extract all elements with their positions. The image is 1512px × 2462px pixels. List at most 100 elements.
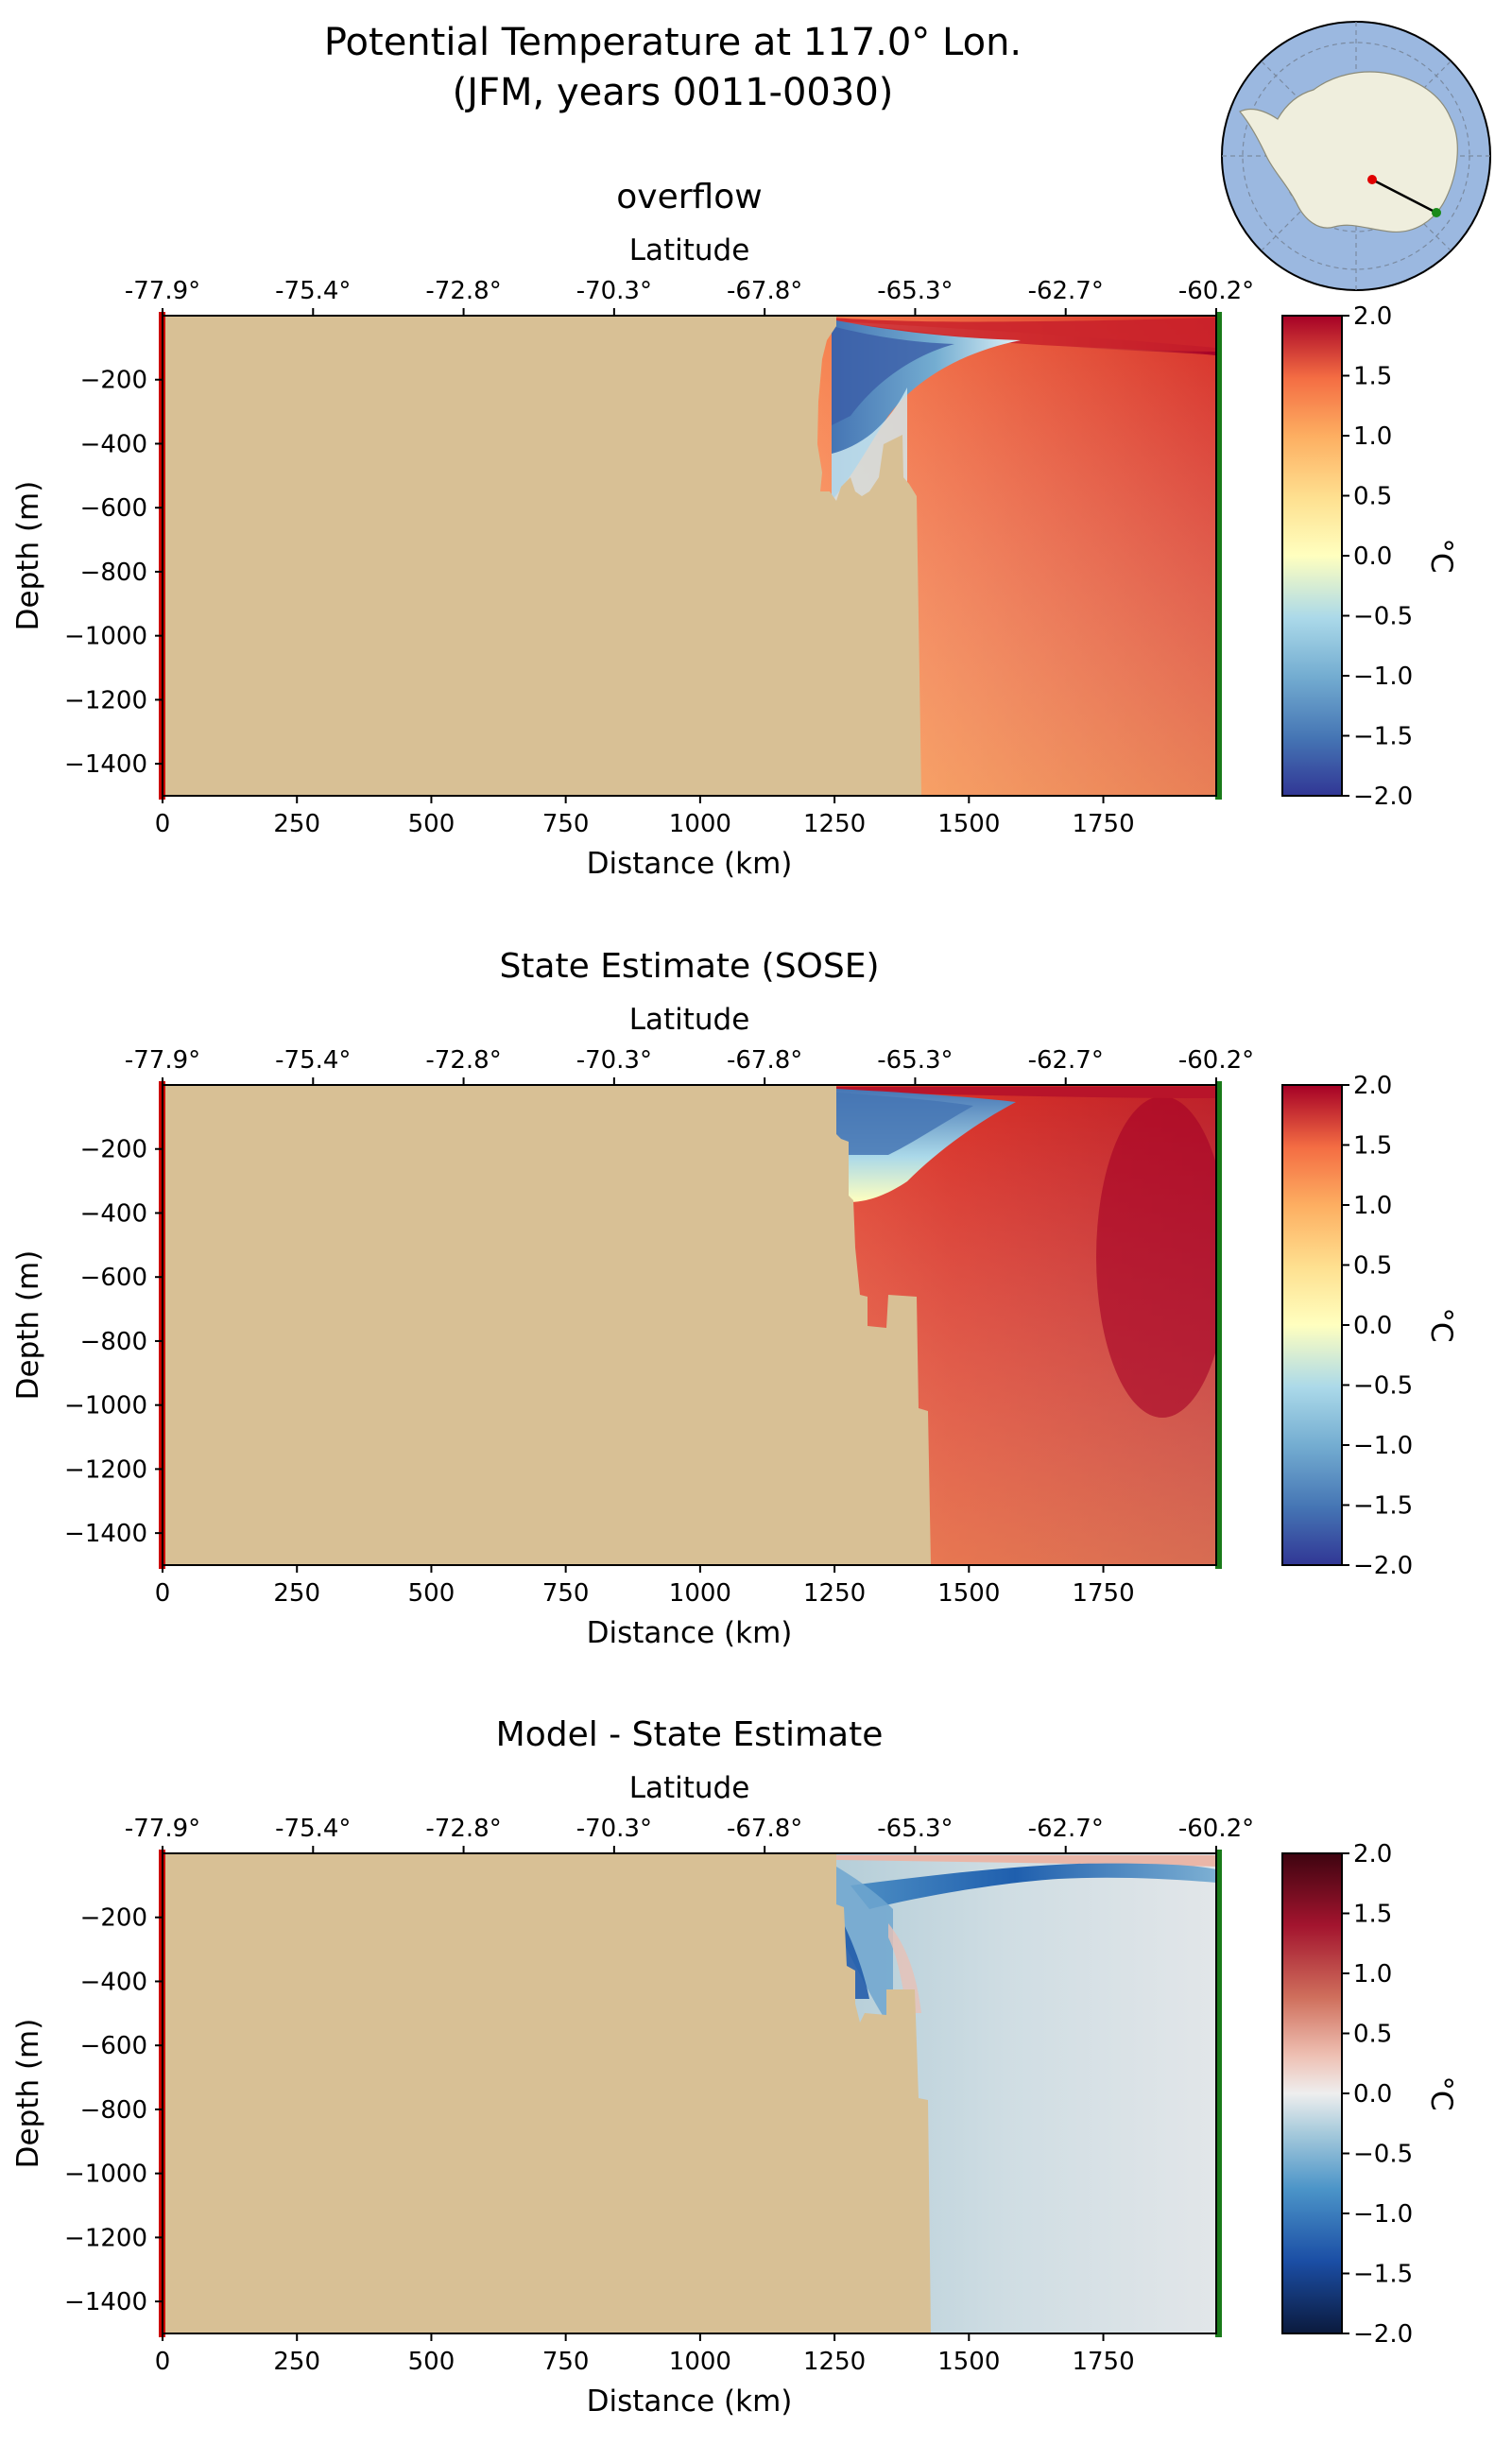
x-axis-label: Distance (km) bbox=[587, 1616, 793, 1650]
panel-1-frame bbox=[162, 315, 1217, 797]
panel-2-colorbar bbox=[1281, 1084, 1343, 1566]
y-tick-label: −800 bbox=[80, 2096, 147, 2125]
lat-tick-label: -62.7° bbox=[1028, 277, 1104, 305]
colorbar-tick-label: 0.0 bbox=[1353, 542, 1392, 571]
top-axis-label: Latitude bbox=[629, 233, 750, 267]
figure-title-line1: Potential Temperature at 117.0° Lon. bbox=[324, 21, 1022, 64]
panel-2-land bbox=[163, 1085, 931, 1565]
x-tick-label: 250 bbox=[273, 1579, 320, 1608]
map-section-line bbox=[1371, 178, 1437, 215]
y-tick-label: −600 bbox=[80, 494, 147, 523]
colorbar-tick-label: 2.0 bbox=[1353, 1840, 1392, 1868]
y-tick-label: −1000 bbox=[64, 1392, 147, 1420]
panel-title: overflow bbox=[616, 178, 762, 216]
x-tick-label: 0 bbox=[155, 2348, 171, 2376]
x-tick-label: 1500 bbox=[937, 1579, 1000, 1608]
y-tick-label: −200 bbox=[80, 1136, 147, 1164]
x-tick-label: 750 bbox=[542, 810, 590, 838]
colorbar-tick-label: 0.0 bbox=[1353, 1312, 1392, 1340]
x-axis-label: Distance (km) bbox=[587, 847, 793, 881]
lat-tick-label: -75.4° bbox=[275, 277, 351, 305]
lat-tick-label: -70.3° bbox=[576, 277, 652, 305]
colorbar-tick-label: −0.5 bbox=[1353, 2141, 1413, 2169]
y-tick-label: −400 bbox=[80, 1968, 147, 1996]
y-tick-label: −600 bbox=[80, 1264, 147, 1292]
lat-tick-label: -62.7° bbox=[1028, 1815, 1104, 1843]
colorbar-tick-label: 1.5 bbox=[1353, 1132, 1392, 1161]
y-tick-label: −600 bbox=[80, 2032, 147, 2060]
lat-tick-label: -60.2° bbox=[1178, 1815, 1254, 1843]
y-tick-label: −1400 bbox=[64, 1520, 147, 1548]
x-tick-label: 250 bbox=[273, 810, 320, 838]
map-end-marker bbox=[1432, 208, 1441, 217]
y-axis-label: Depth (m) bbox=[11, 2019, 45, 2169]
colorbar-tick-label: 2.0 bbox=[1353, 1072, 1392, 1100]
y-tick-label: −1000 bbox=[64, 2161, 147, 2189]
x-tick-label: 0 bbox=[155, 810, 171, 838]
colorbar-tick-label: 0.5 bbox=[1353, 2021, 1392, 2049]
x-tick-label: 1250 bbox=[803, 1579, 866, 1608]
x-tick-label: 1000 bbox=[669, 810, 731, 838]
colorbar-tick-label: −1.5 bbox=[1353, 2261, 1413, 2289]
colorbar-label: °C bbox=[1424, 1307, 1458, 1342]
y-tick-label: −800 bbox=[80, 1328, 147, 1356]
y-tick-label: −1400 bbox=[64, 2288, 147, 2316]
x-tick-label: 250 bbox=[273, 2348, 320, 2376]
x-tick-label: 1500 bbox=[937, 2348, 1000, 2376]
panel-title: Model - State Estimate bbox=[496, 1715, 884, 1754]
y-tick-label: −400 bbox=[80, 1199, 147, 1228]
x-tick-label: 1250 bbox=[803, 2348, 866, 2376]
colorbar-tick-label: −1.0 bbox=[1353, 1432, 1413, 1460]
colorbar-tick-label: 0.0 bbox=[1353, 2080, 1392, 2109]
panel-title: State Estimate (SOSE) bbox=[499, 947, 879, 986]
lat-tick-label: -70.3° bbox=[576, 1815, 652, 1843]
y-tick-label: −400 bbox=[80, 430, 147, 458]
x-tick-label: 750 bbox=[542, 2348, 590, 2376]
colorbar-tick-label: −2.0 bbox=[1353, 2320, 1413, 2349]
colorbar-tick-label: 0.5 bbox=[1353, 483, 1392, 511]
x-tick-label: 1000 bbox=[669, 1579, 731, 1608]
inset-map bbox=[1221, 21, 1491, 291]
y-tick-label: −1200 bbox=[64, 686, 147, 714]
lat-tick-label: -67.8° bbox=[727, 1046, 802, 1075]
panel-1-colorbar bbox=[1281, 315, 1343, 797]
lat-tick-label: -75.4° bbox=[275, 1815, 351, 1843]
panel-3-frame bbox=[162, 1852, 1217, 2334]
x-tick-label: 1750 bbox=[1072, 1579, 1134, 1608]
colorbar-tick-label: −2.0 bbox=[1353, 783, 1413, 811]
y-tick-label: −200 bbox=[80, 367, 147, 395]
colorbar-tick-label: −1.5 bbox=[1353, 1492, 1413, 1521]
colorbar-tick-label: 1.0 bbox=[1353, 1960, 1392, 1989]
panel-1-land bbox=[163, 316, 921, 796]
colorbar-tick-label: −2.0 bbox=[1353, 1552, 1413, 1580]
y-tick-label: −800 bbox=[80, 559, 147, 587]
colorbar-tick-label: −0.5 bbox=[1353, 1372, 1413, 1401]
y-tick-label: −1200 bbox=[64, 2224, 147, 2252]
colorbar-tick-label: 0.5 bbox=[1353, 1252, 1392, 1281]
top-axis-label: Latitude bbox=[629, 1771, 750, 1805]
colorbar-tick-label: −1.5 bbox=[1353, 723, 1413, 751]
x-tick-label: 1000 bbox=[669, 2348, 731, 2376]
y-axis-label: Depth (m) bbox=[11, 481, 45, 631]
y-tick-label: −200 bbox=[80, 1904, 147, 1933]
x-tick-label: 1500 bbox=[937, 810, 1000, 838]
x-tick-label: 1250 bbox=[803, 810, 866, 838]
lat-tick-label: -72.8° bbox=[425, 1046, 501, 1075]
panel-3-land bbox=[163, 1853, 931, 2333]
top-axis-label: Latitude bbox=[629, 1003, 750, 1037]
colorbar-tick-label: −1.0 bbox=[1353, 2200, 1413, 2229]
colorbar-tick-label: −0.5 bbox=[1353, 603, 1413, 631]
lat-tick-label: -67.8° bbox=[727, 1815, 802, 1843]
lat-tick-label: -65.3° bbox=[877, 1046, 953, 1075]
y-tick-label: −1000 bbox=[64, 623, 147, 651]
lat-tick-label: -65.3° bbox=[877, 1815, 953, 1843]
colorbar-label: °C bbox=[1424, 2075, 1458, 2110]
lat-tick-label: -75.4° bbox=[275, 1046, 351, 1075]
panel-2-frame bbox=[162, 1084, 1217, 1566]
figure-title-line2: (JFM, years 0011-0030) bbox=[453, 71, 894, 114]
y-tick-label: −1200 bbox=[64, 1455, 147, 1484]
lat-tick-label: -62.7° bbox=[1028, 1046, 1104, 1075]
colorbar-tick-label: 2.0 bbox=[1353, 302, 1392, 331]
lat-tick-label: -77.9° bbox=[125, 1815, 200, 1843]
lat-tick-label: -60.2° bbox=[1178, 277, 1254, 305]
